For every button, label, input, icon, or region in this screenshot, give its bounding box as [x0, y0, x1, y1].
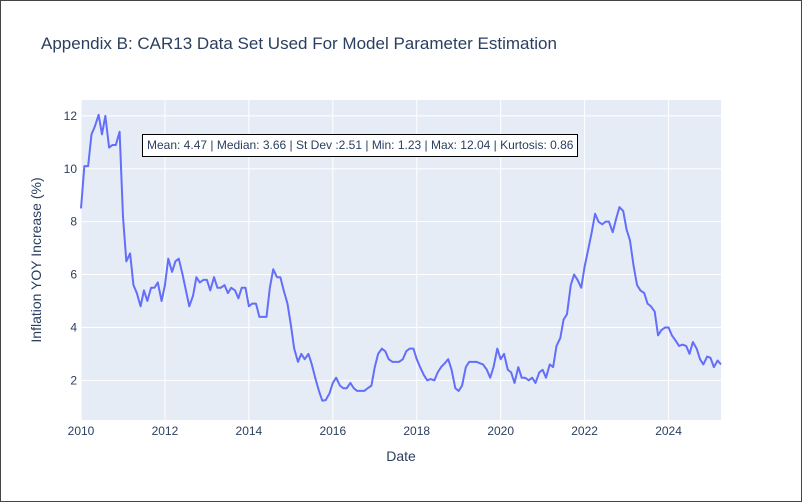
x-tick-label: 2012 — [152, 424, 179, 438]
y-axis-title: Inflation YOY Increase (%) — [28, 177, 44, 342]
x-tick-label: 2020 — [487, 424, 514, 438]
y-tick-label: 6 — [70, 268, 77, 282]
x-tick-label: 2018 — [403, 424, 430, 438]
statistics-annotation: Mean: 4.47 | Median: 3.66 | St Dev :2.51… — [142, 134, 579, 157]
y-tick-label: 4 — [70, 320, 77, 334]
x-axis-title: Date — [386, 448, 416, 464]
y-tick-label: 10 — [64, 162, 78, 176]
y-axis-ticks: 2 4 6 8 10 12 — [64, 109, 78, 387]
x-tick-label: 2024 — [655, 424, 682, 438]
x-tick-label: 2016 — [319, 424, 346, 438]
x-tick-label: 2022 — [571, 424, 598, 438]
x-axis-ticks: 2010 2012 2014 2016 2018 2020 2022 2024 — [68, 424, 683, 438]
y-tick-label: 2 — [70, 373, 77, 387]
y-tick-label: 8 — [70, 215, 77, 229]
x-tick-label: 2010 — [68, 424, 95, 438]
series-line — [80, 113, 722, 402]
x-tick-label: 2014 — [236, 424, 263, 438]
y-tick-label: 12 — [64, 109, 78, 123]
chart-title: Appendix B: CAR13 Data Set Used For Mode… — [41, 34, 557, 53]
